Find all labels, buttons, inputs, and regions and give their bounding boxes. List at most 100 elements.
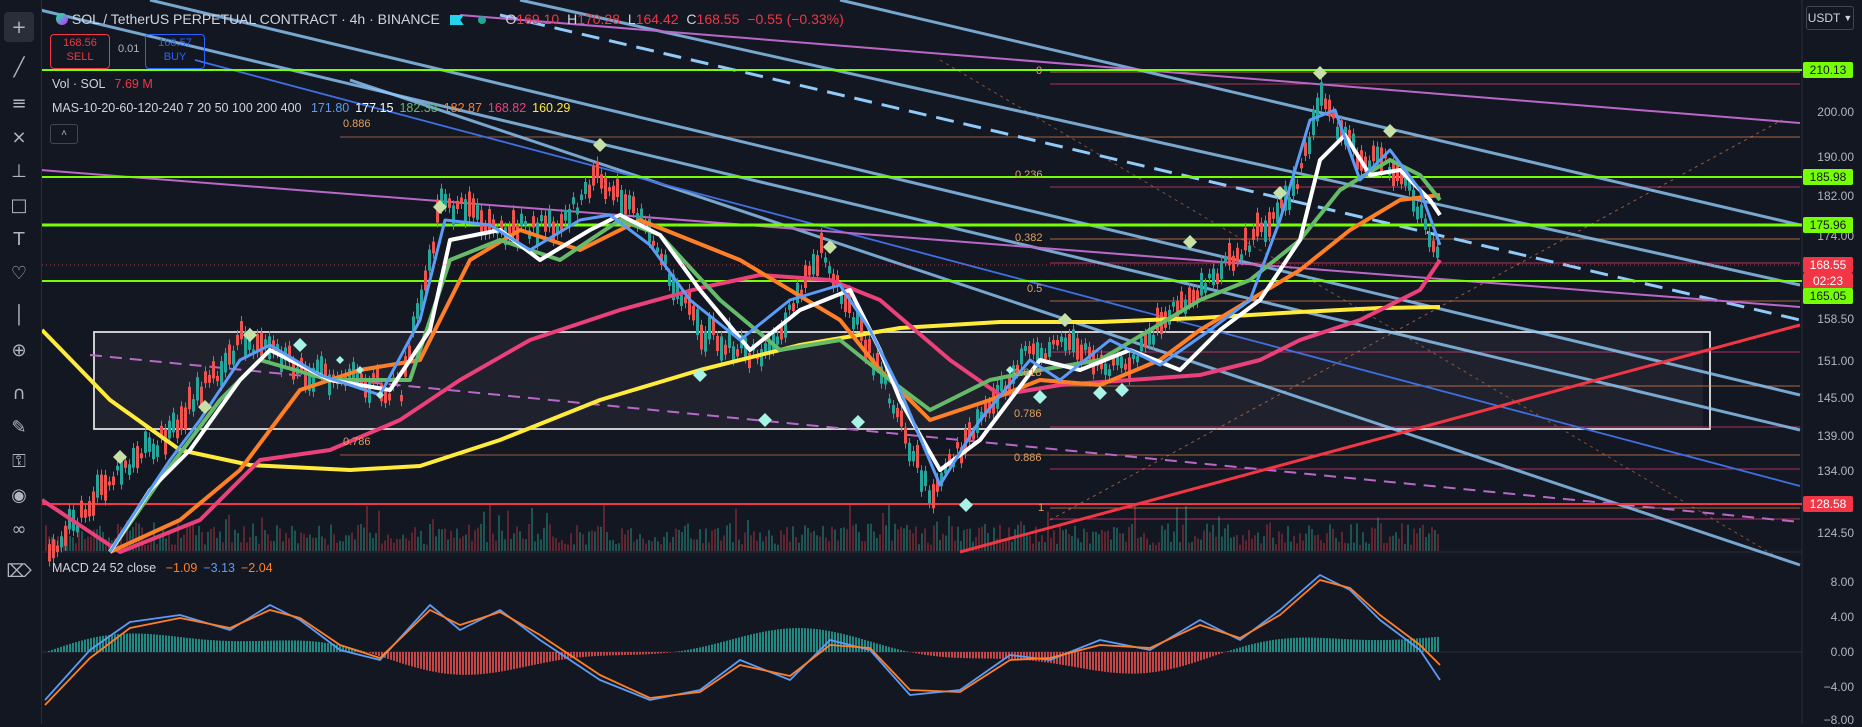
sell-price: 168.56 (51, 36, 109, 50)
macd-hist-bar (684, 650, 686, 652)
macd-hist-bar (1239, 647, 1241, 652)
volume-bar (1158, 542, 1160, 551)
macd-hist-bar (888, 647, 890, 652)
volume-bar (675, 529, 677, 551)
rectangle-icon[interactable]: □ (4, 190, 34, 220)
candle-body (900, 411, 903, 427)
lock-icon[interactable]: ⚿ (4, 446, 34, 476)
symbol-title[interactable]: SOL / TetherUS PERPETUAL CONTRACT · 4h ·… (72, 11, 440, 27)
macd-hist-bar (1296, 638, 1298, 652)
candle-body (1424, 219, 1427, 230)
macd-legend[interactable]: MACD 24 52 close −1.09−3.13−2.04 (52, 561, 273, 575)
trash-icon[interactable]: ⌦ (4, 556, 34, 586)
zoom-icon[interactable]: ⊕ (4, 335, 34, 365)
macd-hist-bar (693, 649, 695, 652)
volume-legend[interactable]: Vol · SOL 7.69 M (52, 77, 153, 91)
volume-bar (1275, 544, 1277, 551)
macd-hist-bar (396, 652, 398, 662)
magnet-icon[interactable]: ∩ (4, 378, 34, 408)
volume-bar (774, 544, 776, 551)
macd-hist-bar (84, 640, 86, 652)
candle-body (212, 361, 215, 378)
volume-bar (1134, 503, 1136, 551)
macd-hist-bar (1269, 640, 1271, 652)
candle-body (624, 194, 627, 214)
volume-bar (453, 538, 455, 551)
live-dot-icon (478, 16, 486, 24)
volume-bar (720, 541, 722, 551)
volume-bar (570, 533, 572, 551)
macd-hist-bar (246, 641, 248, 652)
macd-hist-bar (732, 639, 734, 652)
heart-icon[interactable]: ♡ (4, 258, 34, 288)
measure-icon[interactable]: ⊥ (4, 156, 34, 186)
macd-hist-bar (159, 635, 161, 652)
buy-button[interactable]: 168.57 BUY (145, 34, 205, 69)
collapse-legend-button[interactable]: ˄ (50, 124, 78, 144)
ruler-icon[interactable]: │ (4, 300, 34, 330)
link-icon[interactable]: ∞ (4, 514, 34, 544)
macd-hist-bar (729, 640, 731, 652)
macd-hist-bar (1107, 652, 1109, 672)
macd-hist-bar (1071, 652, 1073, 667)
macd-hist-bar (324, 643, 326, 652)
macd-hist-bar (1386, 640, 1388, 652)
candle-body (828, 266, 831, 273)
candle-body (428, 250, 431, 271)
macd-hist-bar (1233, 649, 1235, 652)
macd-hist-bar (1266, 641, 1268, 652)
currency-selector[interactable]: USDT ▼ (1806, 6, 1854, 30)
macd-hist-bar (765, 631, 767, 652)
pattern-icon[interactable]: ⨯ (4, 122, 34, 152)
flag-icon[interactable] (450, 15, 464, 25)
volume-bar (333, 534, 335, 551)
macd-hist-bar (984, 652, 986, 659)
volume-bar (444, 529, 446, 551)
fib-level-label: 0.886 (343, 118, 371, 130)
text-icon[interactable]: T (4, 224, 34, 254)
macd-hist-bar (378, 652, 380, 656)
volume-bar (597, 526, 599, 551)
macd-hist-bar (1167, 652, 1169, 670)
candle-body (600, 174, 603, 188)
macd-hist-bar (294, 640, 296, 652)
volume-bar (228, 515, 230, 551)
trendline-icon[interactable]: ╱ (4, 52, 34, 82)
volume-bar (507, 511, 509, 551)
sell-button[interactable]: 168.56 SELL (50, 34, 110, 69)
candle-body (736, 349, 739, 356)
candle-body (628, 195, 631, 209)
macd-hist-bar (579, 652, 581, 657)
candle-body (716, 336, 719, 351)
volume-bar (933, 525, 935, 551)
lock-pen-icon[interactable]: ✎ (4, 412, 34, 442)
crosshair-icon[interactable]: + (4, 12, 34, 42)
volume-bar (408, 541, 410, 551)
volume-bar (1062, 530, 1064, 551)
candle-body (448, 198, 451, 208)
macd-hist-bar (753, 634, 755, 652)
volume-bar (1425, 537, 1427, 551)
candle-body (1128, 357, 1131, 379)
volume-bar (327, 545, 329, 551)
candle-body (616, 179, 619, 197)
candle-body (64, 526, 67, 546)
candle-body (1216, 273, 1219, 284)
fib-icon[interactable]: ≡ (4, 88, 34, 118)
eye-icon[interactable]: ◉ (4, 480, 34, 510)
macd-hist-bar (891, 648, 893, 652)
volume-bar (927, 543, 929, 551)
volume-value: 7.69 M (115, 77, 153, 91)
volume-bar (1260, 543, 1262, 551)
macd-hist-bar (414, 652, 416, 667)
volume-bar (1029, 536, 1031, 551)
candle-body (1144, 334, 1147, 348)
signal-diamond (1383, 124, 1397, 138)
macd-hist-bar (645, 652, 647, 654)
candle-body (232, 351, 235, 365)
macd-hist-bar (240, 641, 242, 652)
volume-bar (213, 527, 215, 551)
macd-hist-bar (519, 652, 521, 668)
ma-legend[interactable]: MAS-10-20-60-120-240 7 20 50 100 200 400… (52, 101, 570, 115)
volume-bar (483, 512, 485, 551)
